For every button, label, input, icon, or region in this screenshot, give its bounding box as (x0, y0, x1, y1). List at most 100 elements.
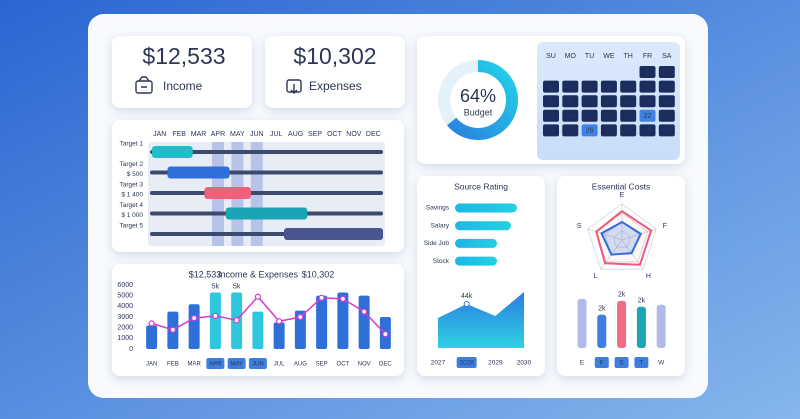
gantt-track (150, 150, 383, 154)
gantt-month-label: MAR (191, 131, 207, 138)
calendar-day: 20 (605, 113, 613, 120)
y-tick-label: 4000 (117, 303, 133, 310)
expenses-icon (286, 79, 302, 94)
expenses-point (297, 313, 304, 321)
calendar-day-cell (581, 95, 598, 108)
gantt-amount: $ 500 (127, 171, 144, 178)
x-tick-highlight (634, 357, 649, 368)
calendar-day: 10 (547, 99, 555, 106)
x-tick-label: MAR (187, 362, 201, 368)
calendar-day: 15 (644, 99, 652, 106)
x-tick-label: JAN (146, 362, 157, 368)
calendar-day-cell (562, 80, 579, 93)
expenses-point (233, 317, 240, 324)
calendar-day: 12 (586, 99, 594, 106)
x-tick-label: 2028 (459, 360, 474, 367)
bar-value-label: 5k (212, 283, 220, 290)
rating-bar (455, 203, 517, 213)
weekday-label: MO (565, 53, 577, 60)
category-label: Side Job (424, 240, 450, 247)
calendar-day: 23 (663, 113, 671, 120)
expenses-point (276, 318, 283, 325)
gantt-task-label: Target 4 (120, 202, 144, 209)
calendar-day: 14 (624, 99, 632, 106)
calendar-day: 9 (665, 84, 669, 91)
donut-arc (438, 60, 518, 140)
cost-bar (597, 314, 607, 348)
calendar-day: 30 (663, 128, 671, 135)
calendar-day-cell (620, 95, 637, 108)
expenses-line (151, 295, 386, 335)
category-label: Salary (431, 222, 450, 229)
income-bar (146, 325, 158, 349)
calendar-day-cell (620, 109, 637, 122)
expenses-point (361, 308, 368, 315)
radar-axis-label: H (646, 273, 651, 280)
x-tick-label: S (619, 360, 624, 367)
x-tick-label: SEP (316, 362, 328, 368)
calendar-day: 3 (549, 84, 553, 91)
x-tick-highlight (614, 357, 629, 368)
income-icon (135, 76, 153, 94)
x-tick-highlight (206, 358, 225, 369)
x-tick-label: 2027 (431, 360, 446, 367)
gantt-month-label: JUL (270, 131, 283, 138)
chart-title: Essential Costs (592, 181, 651, 191)
gantt-bar (283, 228, 383, 240)
y-tick-label: 3000 (117, 314, 133, 321)
weekday-label: FR (643, 53, 652, 60)
gantt-bar (167, 166, 230, 179)
rating-bar (455, 256, 497, 266)
y-tick-label: 5000 (117, 293, 133, 300)
expenses-point (254, 293, 261, 300)
calendar-day: 8 (646, 84, 650, 91)
gantt-task-label: Target 3 (120, 182, 144, 189)
gantt-bar (204, 187, 251, 199)
expenses-point (212, 312, 219, 320)
gantt-month-label: AUG (288, 131, 303, 138)
cost-bar (617, 300, 627, 348)
gantt-month-label: FEB (172, 131, 186, 138)
income-bar (188, 304, 200, 349)
calendar-day-cell (600, 80, 617, 93)
cost-bar (577, 298, 587, 348)
rating-bar (455, 238, 497, 248)
calendar-day-cell (562, 109, 579, 122)
chart-title: Income & Expenses (218, 269, 299, 279)
radar-grid (587, 203, 657, 270)
calendar-day-cell (543, 109, 559, 122)
essential-costs-panel (557, 176, 685, 376)
y-tick-label: 6000 (117, 282, 133, 289)
expenses-point (169, 326, 176, 333)
legend-expenses: $10,302 (302, 269, 335, 279)
gantt-month-label: JAN (153, 131, 166, 138)
x-tick-label: NOV (358, 362, 371, 368)
calendar-day: 18 (566, 113, 574, 120)
calendar-day: 29 (644, 128, 652, 135)
calendar-day: 28 (624, 128, 632, 135)
calendar-day-cell (639, 80, 656, 93)
gantt-month-label: OCT (327, 131, 343, 138)
calendar-day-cell (639, 124, 656, 137)
calendar-day-cell (600, 109, 617, 122)
gantt-month-label: NOV (346, 131, 362, 138)
x-tick-highlight (594, 357, 609, 368)
calendar-day: 5 (588, 84, 592, 91)
y-tick-label: 0 (129, 346, 133, 353)
calendar-day: 25 (566, 128, 574, 135)
x-tick-highlight (227, 358, 246, 369)
x-tick-label: DEC (379, 362, 392, 368)
x-tick-label: AUG (294, 362, 307, 368)
gantt-amount: $ 1 400 (121, 192, 143, 199)
category-label: Stock (433, 258, 450, 265)
expenses-point (339, 295, 346, 302)
bar-value-label: 2k (638, 298, 646, 305)
radar-spoke (587, 228, 623, 241)
income-bar (337, 292, 349, 349)
gantt-task-label: Target 1 (120, 141, 144, 148)
income-value: $12,533 (142, 43, 225, 69)
calendar-day-cell (639, 95, 656, 108)
calendar-day-cell (658, 109, 675, 122)
